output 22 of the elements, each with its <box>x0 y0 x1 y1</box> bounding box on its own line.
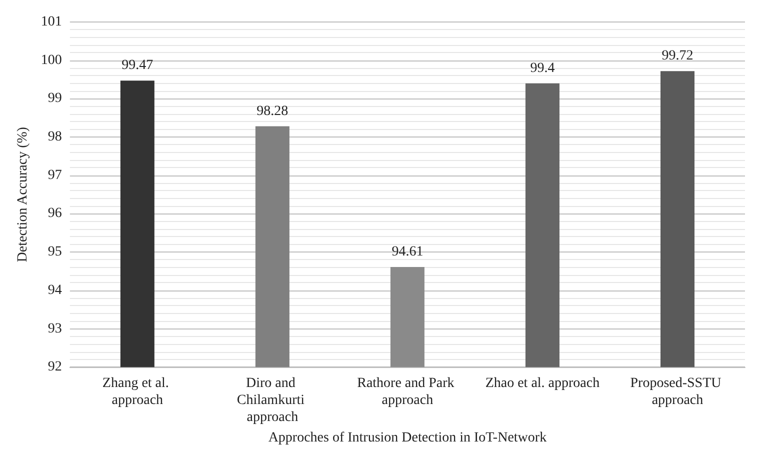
data-label: 94.61 <box>392 244 424 260</box>
data-label: 99.72 <box>662 48 694 64</box>
y-tick-label: 97 <box>48 168 62 183</box>
x-tick-label: Rathore and Park approach <box>357 376 458 408</box>
x-tick-label: Zhao et al. approach <box>485 376 600 392</box>
y-tick-label: 96 <box>48 206 62 222</box>
x-tick-label: Diro and Chilamkurti approach <box>236 376 308 426</box>
y-tick-label: 92 <box>48 360 62 375</box>
x-tick-label: Zhang et al. approach <box>102 376 172 408</box>
x-tick-label: Proposed-SSTU approach <box>630 376 725 408</box>
y-tick-label: 94 <box>48 282 62 298</box>
y-tick-label: 95 <box>48 244 62 260</box>
y-tick-label: 101 <box>40 14 62 30</box>
y-tick-label: 99 <box>48 91 62 106</box>
y-tick-label: 98 <box>48 130 62 145</box>
y-tick-label: 100 <box>40 52 62 68</box>
y-axis-title: Detection Accuracy (%) <box>16 126 30 262</box>
y-tick-label: 93 <box>48 321 62 336</box>
x-axis-title: Approches of Intrusion Detection in IoT-Network <box>268 430 547 446</box>
data-label: 99.47 <box>122 58 154 74</box>
data-label: 99.4 <box>530 60 555 76</box>
data-label: 98.28 <box>256 104 288 119</box>
